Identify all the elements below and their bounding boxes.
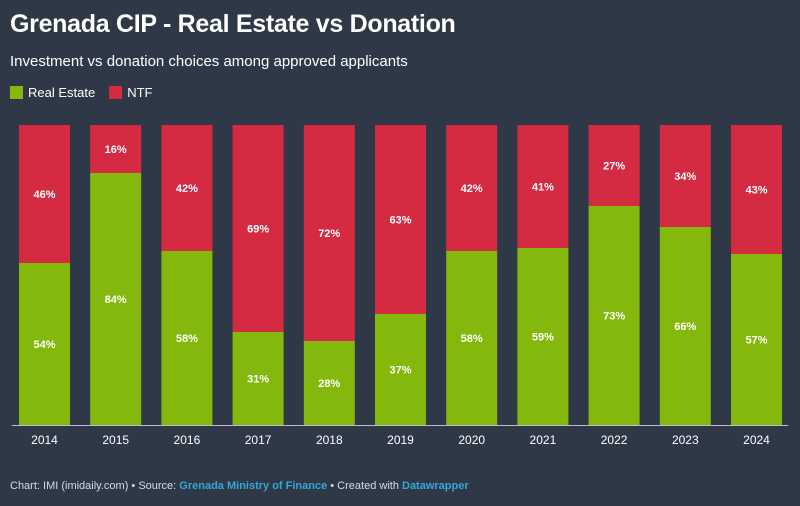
x-tick-label-2015: 2015 [102, 433, 129, 447]
bar-real-estate-2018 [303, 341, 355, 425]
legend-item-ntf: NTF [109, 85, 152, 100]
stacked-bar-chart: 54% 46% 2014 84% 16% 2015 58% 42% 2016 31% 69% 2017… [12, 125, 788, 447]
data-label-ntf-2022: 27% [603, 161, 625, 173]
x-tick-label-2014: 2014 [31, 433, 58, 447]
bar-ntf-2018 [303, 125, 355, 341]
data-label-real-estate-2014: 54% [33, 339, 55, 351]
x-tick-label-2016: 2016 [174, 433, 201, 447]
data-label-real-estate-2018: 28% [318, 378, 340, 390]
x-tick-label-2017: 2017 [245, 433, 272, 447]
data-label-ntf-2017: 69% [247, 224, 269, 236]
footer: Chart: IMI (imidaily.com) • Source: Gren… [10, 480, 469, 492]
legend: Real Estate NTF [10, 85, 166, 100]
bar-real-estate-2024 [731, 254, 782, 425]
data-label-ntf-2021: 41% [532, 182, 554, 194]
bar-ntf-2024 [731, 125, 782, 254]
bar-ntf-2017 [232, 125, 284, 332]
x-tick-label-2018: 2018 [316, 433, 343, 447]
x-tick-label-2023: 2023 [672, 433, 699, 447]
data-label-ntf-2024: 43% [745, 185, 767, 197]
x-tick-label-2022: 2022 [601, 433, 628, 447]
footer-credit: Chart: IMI (imidaily.com) • Source: [10, 480, 180, 492]
legend-label-real-estate: Real Estate [28, 85, 96, 100]
data-label-real-estate-2017: 31% [247, 374, 269, 386]
bar-ntf-2022 [588, 125, 640, 206]
bar-ntf-2019 [375, 125, 426, 314]
data-label-real-estate-2019: 37% [389, 365, 411, 377]
chart-subtitle: Investment vs donation choices among app… [10, 53, 408, 70]
data-label-real-estate-2023: 66% [674, 321, 696, 333]
x-tick-label-2020: 2020 [458, 433, 485, 447]
x-tick-label-2024: 2024 [743, 433, 770, 447]
bar-real-estate-2020 [446, 251, 498, 425]
bar-real-estate-2015 [90, 173, 142, 425]
bar-real-estate-2022 [588, 206, 640, 425]
data-label-ntf-2018: 72% [318, 228, 340, 240]
bar-ntf-2015 [90, 125, 142, 173]
bar-real-estate-2023 [659, 227, 711, 425]
data-label-ntf-2015: 16% [105, 144, 127, 156]
bar-real-estate-2016 [161, 251, 213, 425]
bar-real-estate-2017 [232, 332, 284, 425]
bar-ntf-2020 [446, 125, 498, 251]
bar-real-estate-2019 [375, 314, 426, 425]
legend-item-real-estate: Real Estate [10, 85, 95, 100]
bar-real-estate-2014 [19, 263, 70, 425]
data-label-real-estate-2016: 58% [176, 333, 198, 345]
bar-ntf-2021 [517, 125, 569, 248]
x-tick-label-2021: 2021 [530, 433, 557, 447]
data-label-ntf-2016: 42% [176, 183, 198, 195]
bar-ntf-2016 [161, 125, 213, 251]
data-label-ntf-2014: 46% [33, 189, 55, 201]
legend-label-ntf: NTF [127, 85, 153, 100]
data-label-ntf-2020: 42% [461, 183, 483, 195]
data-label-real-estate-2020: 58% [461, 333, 483, 345]
data-label-ntf-2023: 34% [674, 171, 696, 183]
source-link[interactable]: Grenada Ministry of Finance [179, 480, 328, 492]
data-label-ntf-2019: 63% [389, 215, 411, 227]
chart-title: Grenada CIP - Real Estate vs Donation [10, 10, 456, 38]
x-tick-label-2019: 2019 [387, 433, 414, 447]
datawrapper-link[interactable]: Datawrapper [402, 480, 469, 492]
legend-swatch-real-estate [10, 86, 23, 99]
data-label-real-estate-2021: 59% [532, 332, 554, 344]
bar-ntf-2023 [659, 125, 711, 227]
data-label-real-estate-2024: 57% [745, 335, 767, 347]
legend-swatch-ntf [109, 86, 123, 99]
bar-ntf-2014 [19, 125, 70, 263]
data-label-real-estate-2015: 84% [105, 294, 127, 306]
data-label-real-estate-2022: 73% [603, 311, 625, 323]
footer-created-with: • Created with [327, 480, 402, 492]
bar-real-estate-2021 [517, 248, 569, 425]
